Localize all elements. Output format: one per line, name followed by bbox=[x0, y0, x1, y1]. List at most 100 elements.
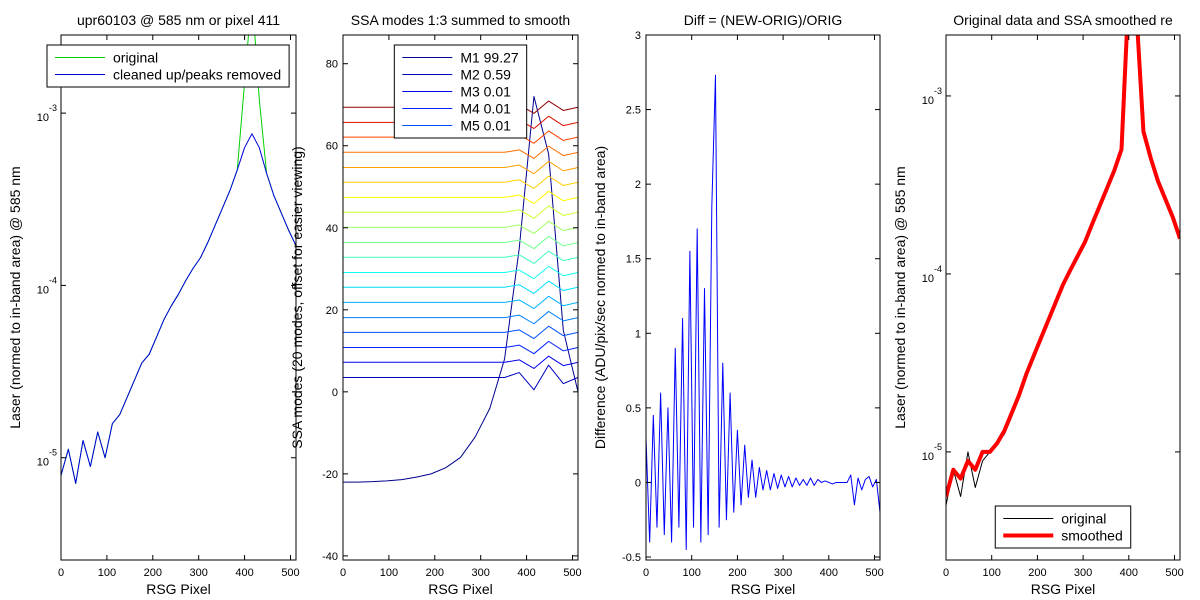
y-tick-exponent: -3 bbox=[49, 103, 57, 113]
legend-box bbox=[994, 505, 1132, 549]
axes-box bbox=[60, 34, 297, 561]
series-line bbox=[946, 35, 1180, 497]
x-axis-label: RSG Pixel bbox=[731, 581, 796, 597]
chart-title: Original data and SSA smoothed re bbox=[953, 12, 1173, 28]
x-tick-label: 500 bbox=[1165, 567, 1183, 579]
y-tick-label: 0 bbox=[635, 477, 641, 489]
series-line bbox=[343, 235, 578, 250]
x-tick-label: 400 bbox=[1120, 567, 1138, 579]
x-tick-label: 300 bbox=[190, 567, 208, 579]
chart-title: Diff = (NEW-ORIG)/ORIG bbox=[684, 12, 843, 28]
legend-label: original bbox=[1061, 511, 1106, 527]
y-tick-label: 2.5 bbox=[626, 105, 641, 117]
y-axis-label: SSA modes (20 modes, offset for easier v… bbox=[289, 146, 305, 448]
series-line bbox=[343, 175, 578, 189]
series-line bbox=[343, 280, 578, 294]
legend-label: smoothed bbox=[1061, 528, 1122, 544]
x-tick-label: 100 bbox=[683, 567, 701, 579]
chart-title: SSA modes 1:3 summed to smooth bbox=[351, 12, 570, 28]
series-line bbox=[343, 205, 578, 219]
series-line bbox=[343, 310, 578, 325]
y-tick-label: 10 bbox=[922, 273, 934, 285]
plot-lines bbox=[646, 74, 880, 551]
series-line bbox=[61, 133, 296, 484]
y-tick-label: 10 bbox=[37, 284, 49, 296]
y-tick-label: 60 bbox=[326, 141, 338, 153]
y-tick-exponent: -4 bbox=[934, 264, 942, 274]
series-line bbox=[343, 190, 578, 205]
series-line bbox=[343, 250, 578, 264]
x-tick-label: 200 bbox=[144, 567, 162, 579]
y-tick-exponent: -4 bbox=[49, 275, 57, 285]
plot-area bbox=[646, 35, 880, 560]
x-tick-label: 300 bbox=[472, 567, 490, 579]
x-tick-label: 500 bbox=[563, 567, 581, 579]
x-tick-label: 300 bbox=[1074, 567, 1092, 579]
x-tick-label: 100 bbox=[98, 567, 116, 579]
legend-label: M1 99.27 bbox=[460, 50, 519, 66]
legend-label: cleaned up/peaks removed bbox=[113, 67, 281, 83]
y-tick-label: 80 bbox=[326, 59, 338, 71]
x-tick-label: 0 bbox=[58, 567, 64, 579]
y-tick-exponent: -5 bbox=[49, 448, 57, 458]
y-tick-label: -20 bbox=[322, 469, 338, 481]
series-line bbox=[343, 355, 578, 369]
x-tick-label: 400 bbox=[235, 567, 253, 579]
x-tick-label: 100 bbox=[983, 567, 1001, 579]
x-axis-label: RSG Pixel bbox=[1031, 581, 1096, 597]
legend-label: M3 0.01 bbox=[460, 84, 511, 100]
series-line bbox=[646, 74, 880, 551]
x-tick-label: 200 bbox=[426, 567, 444, 579]
axes-box bbox=[342, 34, 579, 561]
legend-label: M2 0.59 bbox=[460, 67, 511, 83]
series-line bbox=[343, 160, 578, 175]
y-tick-label: 10 bbox=[922, 451, 934, 463]
y-tick-label: 1 bbox=[635, 328, 641, 340]
x-tick-label: 400 bbox=[820, 567, 838, 579]
x-tick-label: 400 bbox=[517, 567, 535, 579]
y-tick-label: 1.5 bbox=[626, 254, 641, 266]
legend-label: original bbox=[113, 50, 158, 66]
y-tick-label: 0.5 bbox=[626, 403, 641, 415]
plot-area bbox=[61, 35, 296, 560]
y-tick-label: 20 bbox=[326, 305, 338, 317]
x-tick-label: 0 bbox=[643, 567, 649, 579]
series-line bbox=[343, 325, 578, 340]
legend-box bbox=[46, 44, 290, 88]
series-line bbox=[343, 364, 578, 391]
chart-title: upr60103 @ 585 nm or pixel 411 bbox=[77, 12, 280, 28]
x-tick-label: 300 bbox=[774, 567, 792, 579]
y-tick-label: -40 bbox=[322, 551, 338, 563]
x-axis-label: RSG Pixel bbox=[146, 581, 211, 597]
series-line bbox=[343, 265, 578, 280]
y-tick-exponent: -3 bbox=[934, 86, 942, 96]
y-tick-label: 2 bbox=[635, 179, 641, 191]
panel: 0 100 200 300 400 500 -40 -20 0 20 40 60 80 SSA modes… bbox=[289, 12, 582, 597]
plot-lines bbox=[946, 35, 1180, 506]
x-tick-label: 200 bbox=[728, 567, 746, 579]
legend-label: M4 0.01 bbox=[460, 101, 511, 117]
x-tick-label: 500 bbox=[865, 567, 883, 579]
series-line bbox=[343, 220, 578, 235]
legend-label: M5 0.01 bbox=[460, 118, 511, 134]
y-tick-label: 0 bbox=[332, 387, 338, 399]
series-line bbox=[343, 96, 578, 483]
series-line bbox=[343, 145, 578, 159]
y-tick-exponent: -5 bbox=[934, 442, 942, 452]
x-tick-label: 0 bbox=[943, 567, 949, 579]
y-tick-label: 40 bbox=[326, 223, 338, 235]
axes-box bbox=[945, 34, 1181, 561]
series-line bbox=[343, 295, 578, 310]
series-line bbox=[343, 340, 578, 355]
x-tick-label: 200 bbox=[1028, 567, 1046, 579]
y-axis-label: Laser (normed to in-band area) @ 585 nm bbox=[892, 166, 908, 428]
y-tick-label: 10 bbox=[37, 112, 49, 124]
x-tick-label: 500 bbox=[281, 567, 299, 579]
plot-area bbox=[946, 35, 1180, 560]
